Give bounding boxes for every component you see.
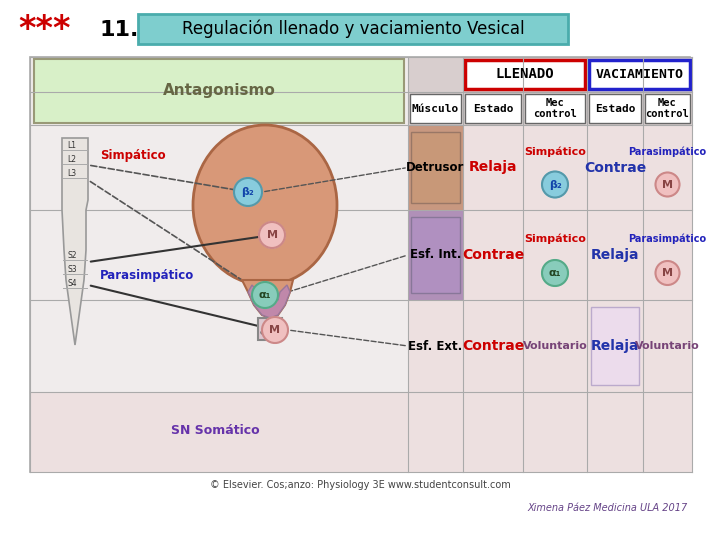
- FancyBboxPatch shape: [463, 300, 523, 392]
- FancyBboxPatch shape: [645, 94, 690, 123]
- Text: © Elsevier. Cos;anzo: Physiology 3E www.studentconsult.com: © Elsevier. Cos;anzo: Physiology 3E www.…: [210, 480, 510, 490]
- FancyBboxPatch shape: [30, 57, 690, 472]
- Text: ***: ***: [18, 14, 71, 46]
- FancyBboxPatch shape: [523, 92, 587, 125]
- Text: 11.: 11.: [100, 20, 140, 40]
- Text: Estado: Estado: [595, 104, 635, 113]
- Text: Mec
control: Mec control: [533, 98, 577, 119]
- FancyBboxPatch shape: [587, 300, 643, 392]
- Text: Parasimpático: Parasimpático: [629, 233, 706, 244]
- Text: Esf. Ext.: Esf. Ext.: [408, 340, 463, 353]
- FancyBboxPatch shape: [587, 210, 643, 300]
- Text: L2: L2: [68, 156, 76, 165]
- FancyBboxPatch shape: [411, 217, 460, 293]
- Text: Detrusor: Detrusor: [406, 161, 464, 174]
- Text: M: M: [269, 325, 281, 335]
- FancyBboxPatch shape: [408, 57, 463, 92]
- Text: L1: L1: [68, 141, 76, 151]
- Text: α₁: α₁: [549, 268, 562, 278]
- Text: Mec
control: Mec control: [646, 98, 689, 119]
- Polygon shape: [248, 285, 290, 318]
- FancyBboxPatch shape: [525, 94, 585, 123]
- Text: Voluntario: Voluntario: [635, 341, 700, 351]
- Text: S2: S2: [67, 252, 77, 260]
- Text: Parasimpático: Parasimpático: [100, 268, 194, 281]
- Text: Voluntario: Voluntario: [523, 341, 588, 351]
- FancyBboxPatch shape: [643, 125, 692, 210]
- Text: Ximena Páez Medicina ULA 2017: Ximena Páez Medicina ULA 2017: [528, 503, 688, 513]
- Text: S3: S3: [67, 266, 77, 274]
- Text: S4: S4: [67, 280, 77, 288]
- Polygon shape: [62, 138, 88, 345]
- Text: M: M: [662, 179, 673, 190]
- Text: Antagonismo: Antagonismo: [163, 84, 275, 98]
- FancyBboxPatch shape: [408, 300, 463, 392]
- FancyBboxPatch shape: [643, 210, 692, 300]
- FancyBboxPatch shape: [523, 57, 587, 92]
- Circle shape: [234, 178, 262, 206]
- Polygon shape: [242, 280, 293, 318]
- FancyBboxPatch shape: [643, 57, 692, 92]
- FancyBboxPatch shape: [643, 92, 692, 125]
- FancyBboxPatch shape: [408, 92, 463, 125]
- FancyBboxPatch shape: [408, 392, 692, 472]
- FancyBboxPatch shape: [410, 94, 461, 123]
- Circle shape: [655, 172, 680, 197]
- Text: M: M: [266, 230, 277, 240]
- Text: Relaja: Relaja: [469, 160, 517, 174]
- Text: Simpático: Simpático: [524, 147, 586, 158]
- Text: Contrae: Contrae: [462, 339, 524, 353]
- FancyBboxPatch shape: [523, 125, 587, 210]
- Text: LLENADO: LLENADO: [495, 68, 554, 82]
- FancyBboxPatch shape: [138, 14, 568, 44]
- FancyBboxPatch shape: [463, 57, 523, 92]
- Text: Esf. Int.: Esf. Int.: [410, 248, 462, 261]
- FancyBboxPatch shape: [523, 300, 587, 392]
- Text: β₂: β₂: [549, 179, 562, 190]
- Circle shape: [655, 261, 680, 285]
- Text: Simpático: Simpático: [524, 233, 586, 244]
- Text: L3: L3: [68, 170, 76, 179]
- Circle shape: [542, 260, 568, 286]
- FancyBboxPatch shape: [589, 60, 690, 89]
- Ellipse shape: [193, 125, 337, 285]
- Text: Contrae: Contrae: [462, 248, 524, 262]
- Text: Músculo: Músculo: [412, 104, 459, 113]
- Text: M: M: [662, 268, 673, 278]
- Text: Estado: Estado: [473, 104, 513, 113]
- FancyBboxPatch shape: [591, 307, 639, 385]
- Text: Contrae: Contrae: [584, 160, 646, 174]
- Circle shape: [252, 282, 278, 308]
- FancyBboxPatch shape: [587, 125, 643, 210]
- Text: Parasimpático: Parasimpático: [629, 147, 706, 158]
- Circle shape: [259, 222, 285, 248]
- FancyBboxPatch shape: [408, 210, 463, 300]
- Text: VACIAMIENTO: VACIAMIENTO: [595, 68, 683, 81]
- Text: β₂: β₂: [242, 187, 254, 197]
- FancyBboxPatch shape: [587, 92, 643, 125]
- FancyBboxPatch shape: [408, 125, 463, 210]
- Text: Regulación llenado y vaciamiento Vesical: Regulación llenado y vaciamiento Vesical: [181, 20, 524, 38]
- FancyBboxPatch shape: [30, 392, 408, 472]
- FancyBboxPatch shape: [463, 125, 523, 210]
- FancyBboxPatch shape: [258, 318, 282, 340]
- FancyBboxPatch shape: [465, 94, 521, 123]
- FancyBboxPatch shape: [463, 210, 523, 300]
- Text: Relaja: Relaja: [590, 248, 639, 262]
- FancyBboxPatch shape: [643, 300, 692, 392]
- FancyBboxPatch shape: [34, 59, 404, 123]
- Text: α₁: α₁: [258, 290, 271, 300]
- Text: SN Somático: SN Somático: [171, 423, 259, 436]
- FancyBboxPatch shape: [589, 94, 641, 123]
- Text: Relaja: Relaja: [590, 339, 639, 353]
- Text: Simpático: Simpático: [100, 148, 166, 161]
- FancyBboxPatch shape: [587, 57, 643, 92]
- Circle shape: [542, 172, 568, 198]
- FancyBboxPatch shape: [411, 132, 460, 203]
- FancyBboxPatch shape: [523, 210, 587, 300]
- Circle shape: [262, 317, 288, 343]
- FancyBboxPatch shape: [463, 92, 523, 125]
- FancyBboxPatch shape: [465, 60, 585, 89]
